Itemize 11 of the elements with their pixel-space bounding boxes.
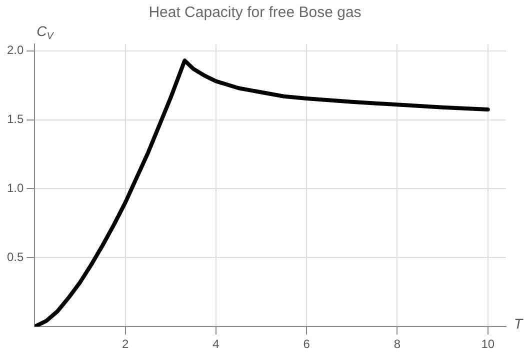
x-tick-label: 10 (481, 337, 495, 352)
y-tick-label: 0.5 (6, 250, 24, 264)
x-tick-label: 8 (394, 337, 401, 352)
y-tick-label: 1.5 (6, 112, 24, 126)
x-tick-label: 4 (212, 337, 220, 352)
y-tick-label: 2.0 (6, 43, 24, 58)
chart-title: Heat Capacity for free Bose gas (148, 4, 362, 22)
x-tick-label: 6 (303, 337, 310, 352)
y-tick-label: 1.0 (6, 181, 24, 196)
x-tick-label: 2 (122, 337, 129, 352)
x-axis-title: T (514, 315, 524, 332)
